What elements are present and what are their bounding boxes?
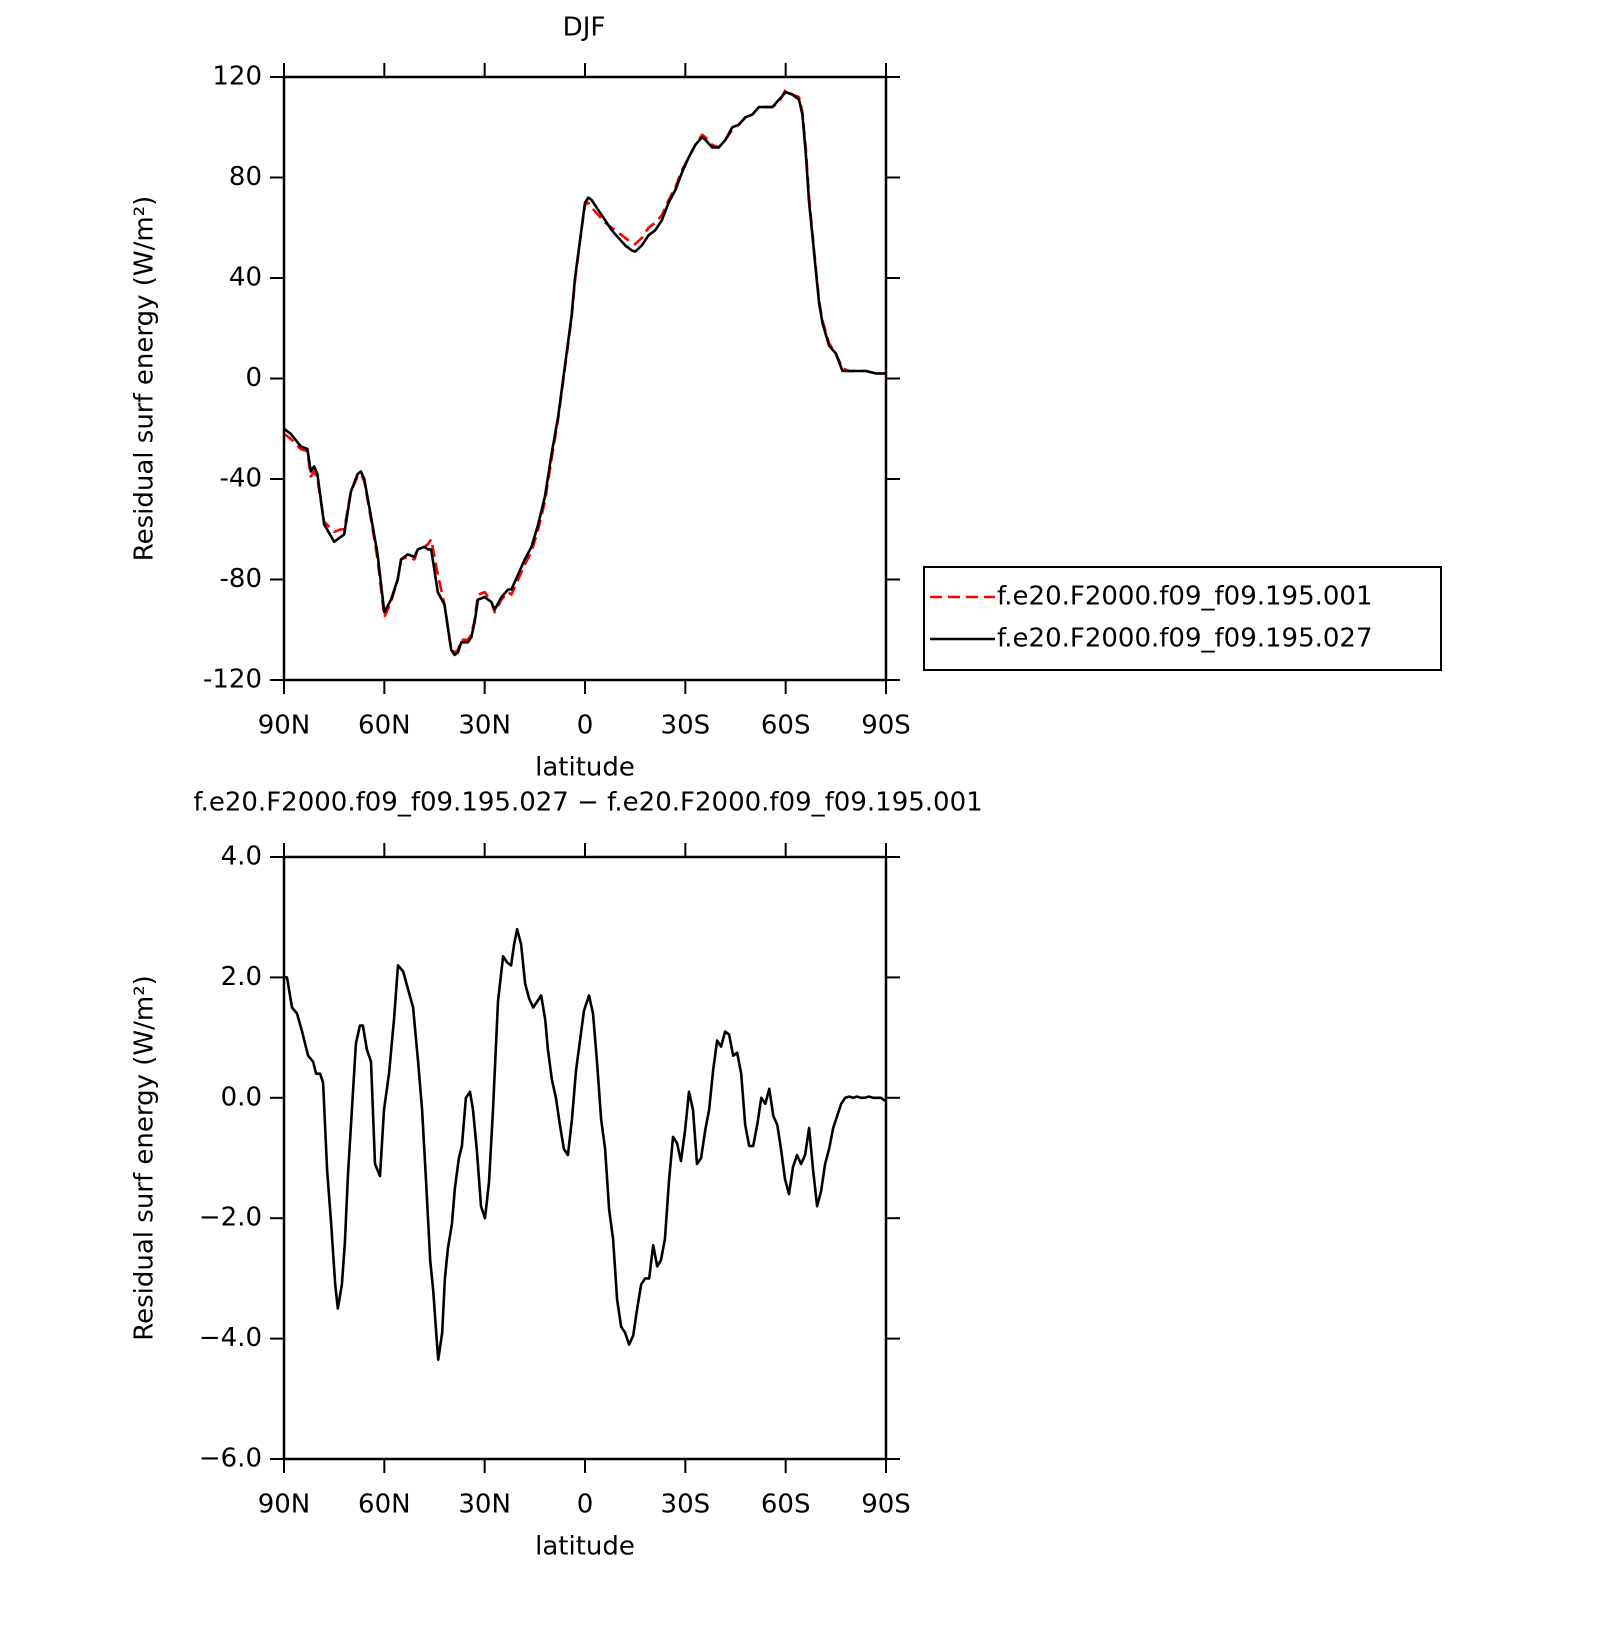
y-tick-label: −2.0 — [199, 1203, 262, 1233]
x-tick-label: 90N — [258, 1490, 311, 1520]
x-tick-label: 90S — [861, 711, 911, 741]
y-tick-label: -40 — [220, 464, 262, 494]
y-tick-label: −4.0 — [199, 1323, 262, 1353]
legend-box — [923, 566, 1442, 671]
chart-title: DJF — [563, 13, 606, 43]
x-tick-label: 90S — [861, 1490, 911, 1520]
y-tick-label: 4.0 — [221, 842, 262, 872]
y-tick-label: -80 — [220, 564, 262, 594]
y-tick-label: 80 — [229, 162, 262, 192]
x-tick-label: 60N — [358, 711, 411, 741]
chart-title: f.e20.F2000.f09_f09.195.027 − f.e20.F200… — [193, 788, 982, 818]
x-axis-label: latitude — [535, 753, 635, 783]
x-tick-label: 60S — [761, 711, 811, 741]
x-tick-label: 0 — [577, 1490, 594, 1520]
x-tick-label: 30N — [458, 1490, 511, 1520]
y-tick-label: 40 — [229, 263, 262, 293]
x-tick-label: 60N — [358, 1490, 411, 1520]
data-line — [284, 927, 886, 1361]
data-line — [283, 90, 886, 657]
x-tick-label: 30N — [458, 711, 511, 741]
y-tick-label: 120 — [212, 62, 262, 92]
y-axis-label: Residual surf energy (W/m²) — [130, 196, 160, 562]
y-tick-label: -120 — [203, 665, 262, 695]
x-axis-label: latitude — [535, 1532, 635, 1562]
y-tick-label: 0 — [245, 363, 262, 393]
x-tick-label: 90N — [258, 711, 311, 741]
data-line — [283, 88, 886, 654]
y-tick-label: 0.0 — [221, 1082, 262, 1112]
y-tick-label: −6.0 — [199, 1444, 262, 1474]
plot-frame — [282, 75, 888, 682]
y-axis-label: Residual surf energy (W/m²) — [130, 975, 160, 1341]
x-tick-label: 30S — [661, 711, 711, 741]
legend-label: f.e20.F2000.f09_f09.195.027 — [997, 624, 1373, 654]
y-tick-label: 2.0 — [221, 962, 262, 992]
plot-frame — [282, 855, 888, 1461]
legend-label: f.e20.F2000.f09_f09.195.001 — [997, 582, 1373, 612]
x-tick-label: 30S — [661, 1490, 711, 1520]
x-tick-label: 60S — [761, 1490, 811, 1520]
x-tick-label: 0 — [577, 711, 594, 741]
